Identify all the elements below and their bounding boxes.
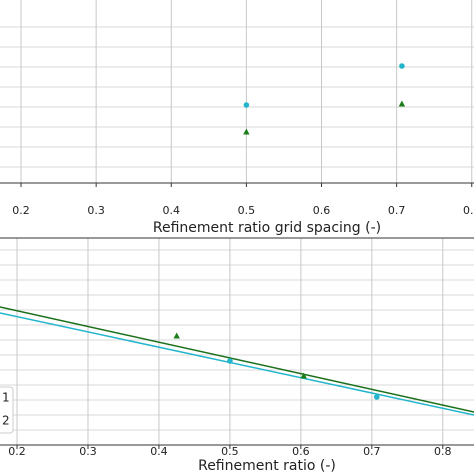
- triangle-marker: [173, 332, 180, 339]
- x-tick-label: 0.6: [292, 445, 310, 458]
- x-tick-label: 0.3: [79, 445, 97, 458]
- legend-label: 1: [2, 391, 10, 405]
- fit-line: [0, 312, 474, 416]
- plot: 123456780.20.30.40.50.60.70.8Refinement …: [0, 0, 474, 236]
- x-tick-label: 0.5: [238, 204, 256, 217]
- legend-label: 2: [2, 414, 10, 428]
- triangle-marker: [300, 372, 307, 379]
- circle-marker: [373, 394, 380, 400]
- x-tick-label: 0.4: [150, 445, 168, 458]
- x-tick-label: 0.8: [434, 445, 452, 458]
- x-tick-label: 0.8: [463, 204, 474, 217]
- plot: 123456789101112130.20.30.40.50.60.70.8Re…: [0, 237, 474, 474]
- x-axis-label: Refinement ratio grid spacing (-): [153, 220, 381, 236]
- x-axis-label: Refinement ratio (-): [198, 458, 336, 474]
- fit-line: [0, 306, 474, 413]
- legend-box: [0, 386, 14, 434]
- triangle-marker: [398, 100, 406, 107]
- marks: [243, 63, 406, 135]
- x-tick-label: 0.7: [363, 445, 381, 458]
- x-tick-label: 0.7: [388, 204, 406, 217]
- x-tick-label: 0.2: [8, 445, 26, 458]
- marks: [0, 306, 474, 416]
- circle-marker: [399, 63, 405, 69]
- x-tick-label: 0.6: [313, 204, 331, 217]
- triangle-marker: [243, 128, 250, 135]
- x-tick-label: 0.5: [221, 445, 239, 458]
- x-tick-label: 0.3: [87, 204, 105, 217]
- x-tick-label: 0.2: [12, 204, 30, 217]
- circle-marker: [243, 102, 250, 108]
- circle-marker: [227, 358, 233, 364]
- x-tick-label: 0.4: [163, 204, 181, 217]
